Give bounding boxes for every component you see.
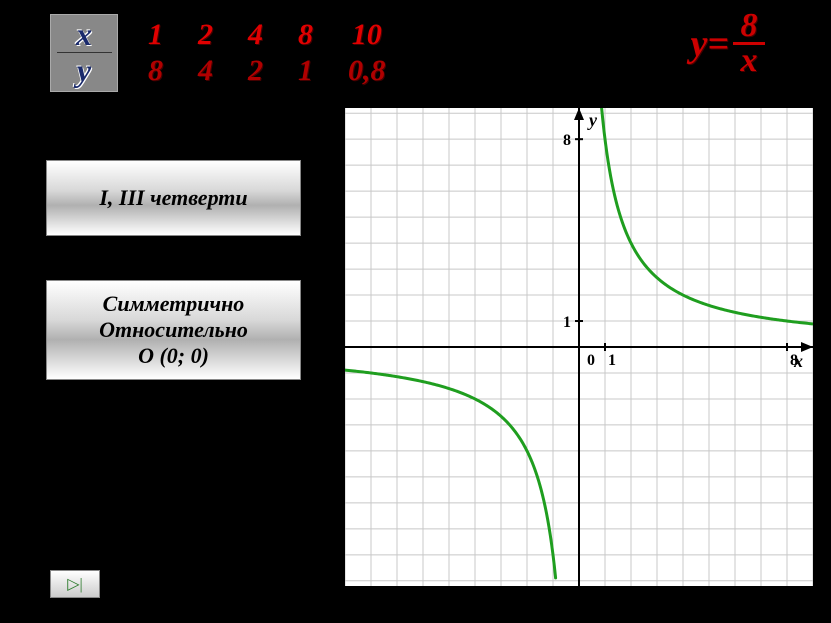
info-sym-line1: Симметрично (103, 291, 245, 317)
col-0: 1 8 (148, 18, 163, 88)
eq-sign: = (707, 22, 729, 66)
x-val-4: 10 (352, 18, 382, 52)
data-table: x y 1 8 2 4 4 2 8 1 10 0,8 y = 8 x (50, 5, 800, 100)
equation: y = 8 x (690, 10, 765, 78)
next-button[interactable]: ▷| (50, 570, 100, 598)
y-val-4: 0,8 (348, 54, 386, 88)
col-3: 8 1 (298, 18, 313, 88)
info-quadrants-text: I, III четверти (99, 185, 247, 211)
eq-numerator: 8 (741, 10, 758, 42)
eq-fraction: 8 x (733, 10, 765, 78)
col-4: 10 0,8 (348, 18, 386, 88)
xy-labels-box: x y (50, 14, 118, 92)
info-sym-line2: Относительно (99, 317, 248, 343)
col-1: 2 4 (198, 18, 213, 88)
data-columns: 1 8 2 4 4 2 8 1 10 0,8 (148, 18, 386, 88)
y-val-1: 4 (198, 54, 213, 88)
eq-lhs: y (690, 22, 707, 66)
svg-text:8: 8 (790, 352, 798, 369)
next-icon: ▷| (67, 574, 83, 594)
chart-container: xy01818 (345, 108, 813, 586)
y-val-3: 1 (298, 54, 313, 88)
x-val-0: 1 (148, 18, 163, 52)
x-label: x (76, 17, 92, 52)
eq-denominator: x (741, 45, 758, 77)
info-box-quadrants: I, III четверти (46, 160, 301, 236)
x-val-3: 8 (298, 18, 313, 52)
info-box-symmetry: Симметрично Относительно O (0; 0) (46, 280, 301, 380)
x-val-2: 4 (248, 18, 263, 52)
svg-text:1: 1 (608, 352, 616, 369)
svg-text:0: 0 (587, 352, 595, 369)
col-2: 4 2 (248, 18, 263, 88)
svg-text:1: 1 (563, 314, 571, 331)
svg-text:y: y (587, 110, 598, 130)
y-val-2: 2 (248, 54, 263, 88)
hyperbola-chart: xy01818 (345, 108, 813, 586)
y-label: y (77, 53, 91, 88)
x-val-1: 2 (198, 18, 213, 52)
svg-text:8: 8 (563, 132, 571, 149)
y-val-0: 8 (148, 54, 163, 88)
info-sym-line3: O (0; 0) (138, 343, 209, 369)
